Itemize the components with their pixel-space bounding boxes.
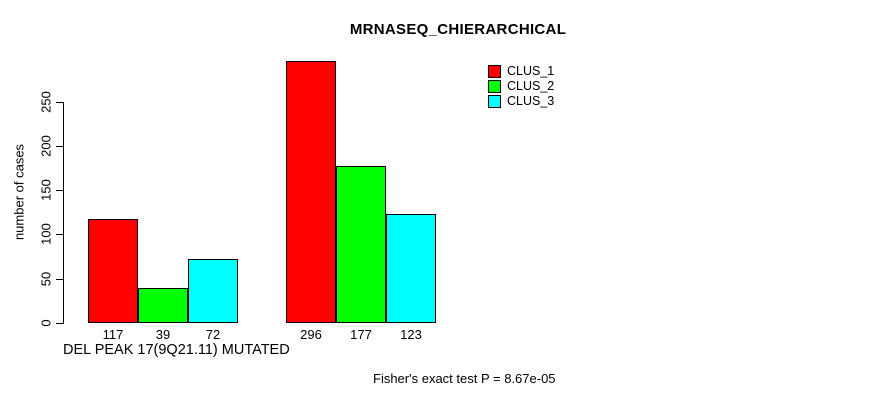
x-axis-label: DEL PEAK 17(9Q21.11) MUTATED: [63, 342, 290, 358]
bar-value-label: 177: [350, 327, 372, 342]
bar: [188, 259, 238, 323]
bar: [336, 166, 386, 323]
y-tick: [56, 101, 63, 103]
y-tick-label: 150: [38, 179, 54, 202]
y-tick: [56, 323, 63, 324]
legend-swatch-clus_3: [488, 95, 501, 108]
y-tick-label: 0: [38, 319, 54, 327]
y-axis-line: [63, 101, 64, 324]
legend-label: CLUS_1: [507, 64, 555, 78]
bar-value-label: 117: [102, 327, 124, 342]
legend: CLUS_1 CLUS_2 CLUS_3: [488, 65, 554, 110]
bar: [138, 288, 188, 323]
bar-value-label: 123: [400, 327, 422, 342]
legend-row: CLUS_1: [488, 65, 554, 78]
bar-value-label: 39: [155, 327, 171, 342]
legend-row: CLUS_2: [488, 80, 554, 93]
bar: [286, 60, 336, 323]
y-tick-label: 250: [38, 90, 54, 113]
legend-swatch-clus_1: [488, 65, 501, 78]
y-tick-label: 200: [38, 135, 54, 157]
y-tick-label: 100: [38, 223, 54, 246]
bar: [88, 219, 138, 323]
bar: [386, 214, 436, 323]
y-tick-label: 50: [38, 271, 54, 286]
legend-label: CLUS_3: [507, 94, 555, 108]
legend-row: CLUS_3: [488, 95, 554, 108]
y-tick: [56, 278, 63, 280]
bar-value-label: 72: [205, 327, 221, 342]
y-tick: [56, 234, 63, 236]
fisher-test-annotation: Fisher's exact test P = 8.67e-05: [373, 371, 556, 386]
legend-swatch-clus_2: [488, 80, 501, 93]
y-tick: [56, 145, 63, 147]
legend-label: CLUS_2: [507, 79, 555, 93]
y-tick: [56, 190, 63, 192]
chart-title: MRNASEQ_CHIERARCHICAL: [349, 21, 567, 38]
bar-value-label: 296: [300, 327, 322, 342]
